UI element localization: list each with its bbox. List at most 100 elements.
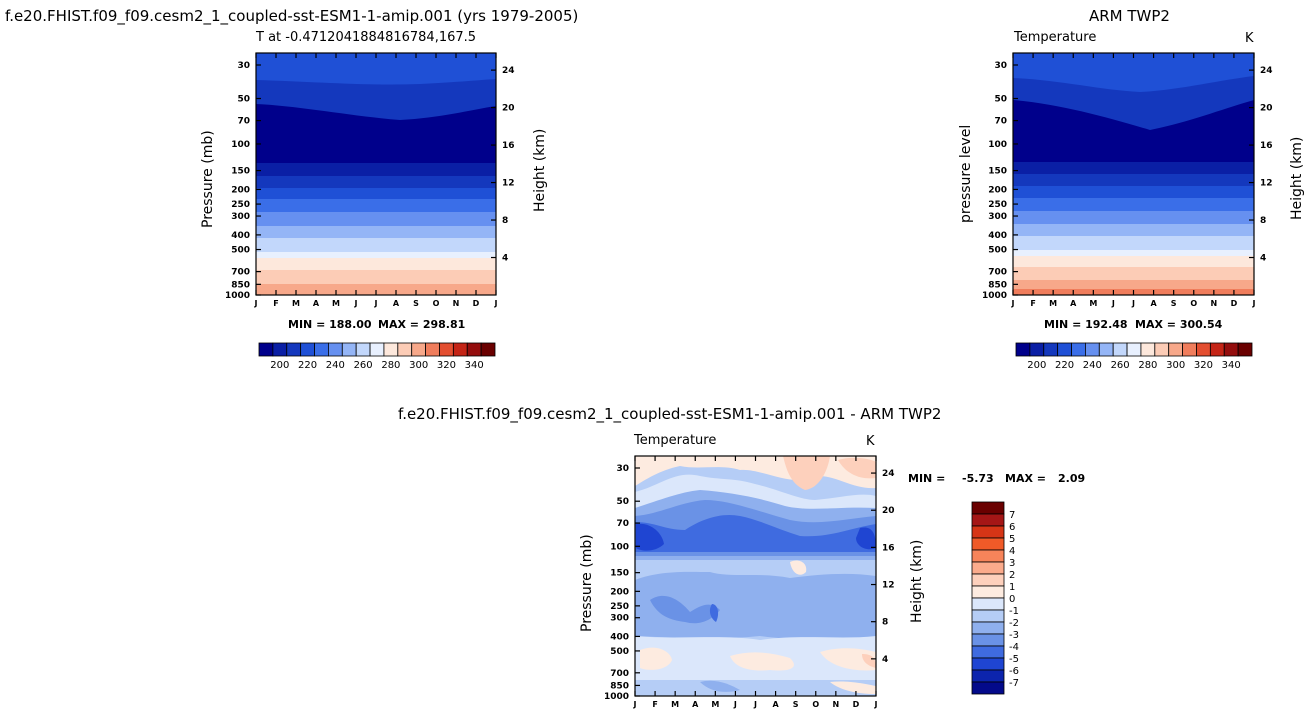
diff-subtitle: Temperature [634,433,717,448]
diff-colorbar-label: -7 [1009,678,1019,689]
diff-colorbar-swatch [971,645,1005,659]
colorbar-swatch [466,342,482,357]
model-ptick-label: 150 [231,167,250,177]
obs-mtick-label: S [1171,299,1177,308]
obs-ptick-label: 500 [988,246,1007,256]
obs-ptick-label: 200 [988,185,1007,195]
diff-ptick-label: 250 [610,602,629,612]
diff-ptick-label: 300 [610,614,629,624]
diff-ptick-label: 500 [610,647,629,657]
diff-colorbar-swatch [971,525,1005,539]
obs-mtick-label: N [1210,299,1217,308]
colorbar-swatch [1057,342,1072,357]
model-mtick-label: N [453,299,460,308]
colorbar-swatch [383,342,399,357]
colorbar-label: 320 [437,360,456,371]
diff-ylabel: Pressure (mb) [579,534,595,632]
model-ptick-label: 500 [231,246,250,256]
diff-mtick-label: N [832,700,839,709]
obs-mtick-label: A [1070,299,1077,308]
diff-ptick-label: 150 [610,569,629,579]
diff-max-value: 2.09 [1058,472,1086,485]
model-ptick-label: 400 [231,231,250,241]
colorbar-swatch [1209,342,1225,357]
obs-htick-label: 4 [1260,254,1266,264]
diff-colorbar-swatch [971,669,1005,683]
diff-mtick-label: F [652,700,657,709]
diff-colorbar-label: -4 [1009,642,1019,653]
diff-colorbar-swatch [971,621,1005,635]
diff-colorbar-swatch [971,597,1005,611]
colorbar-swatch [369,342,385,357]
diff-min-value: -5.73 [962,472,994,485]
diff-ptick-label: 30 [616,464,629,474]
obs-mtick-label: M [1049,299,1057,308]
obs-ptick-label: 50 [994,95,1007,105]
colorbar-label: 200 [1027,360,1046,371]
obs-contour-fill [1013,53,1254,295]
diff-mtick-label: D [853,700,860,709]
colorbar-label: 280 [381,360,400,371]
diff-top-warm-3 [838,457,876,479]
colorbar-swatch [286,342,302,357]
colorbar-swatch [1043,342,1059,357]
obs-mtick-label: F [1030,299,1035,308]
obs-htick-label: 8 [1260,216,1266,226]
colorbar-swatch [480,342,496,357]
diff-colorbar-label: 5 [1009,534,1015,545]
diff-pocket [790,560,807,575]
obs-ptick-label: 400 [988,231,1007,241]
model-mtick-label: A [313,299,320,308]
diff-mtick-label: M [671,700,679,709]
colorbar-label: 300 [409,360,428,371]
obs-htick-label: 20 [1260,104,1273,114]
obs-mtick-label: A [1150,299,1157,308]
colorbar-label: 260 [1111,360,1130,371]
model-mtick-label: D [473,299,480,308]
colorbar-label: 340 [1222,360,1241,371]
colorbar-label: 220 [1055,360,1074,371]
obs-max-label: MAX = 300.54 [1135,318,1223,331]
model-ptick-label: 1000 [225,291,250,301]
diff-htick-label: 8 [882,618,888,628]
obs-ptick-label: 70 [994,117,1007,127]
colorbar-swatch [397,342,413,357]
model-mtick-label: J [494,299,498,308]
diff-colorbar-label: -3 [1009,630,1019,641]
colorbar-swatch [1015,342,1031,357]
model-mtick-label: J [374,299,378,308]
model-ptick-label: 300 [231,212,250,222]
colorbar-swatch [1029,342,1045,357]
diff-colorbar-swatch [971,633,1005,647]
diff-mtick-label: A [692,700,699,709]
model-colorbar: 200 220 240 260 280 300 320 340 [258,342,496,371]
model-htick-label: 16 [502,141,515,151]
colorbar-swatch [1182,342,1197,357]
colorbar-swatch [1071,342,1086,357]
obs-mtick-label: J [1111,299,1115,308]
colorbar-swatch [1223,342,1239,357]
diff-colorbar-swatch [971,573,1005,587]
colorbar-swatch [425,342,440,357]
colorbar-swatch [1085,342,1100,357]
colorbar-swatch [1112,342,1128,357]
obs-plot-title: ARM TWP2 [1089,7,1170,25]
diff-colorbar-swatch [971,585,1005,599]
obs-mtick-label: O [1190,299,1197,308]
model-ptick-label: 250 [231,200,250,210]
diff-units: K [866,434,875,449]
diff-mtick-label: J [874,700,878,709]
colorbar-swatch [314,342,329,357]
model-htick-label: 20 [502,104,515,114]
diff-colorbar-swatch [971,549,1005,563]
model-subtitle: T at -0.4712041884816784,167.5 [256,30,477,45]
model-contour-fill [256,53,496,295]
model-ptick-label: 850 [231,280,250,290]
colorbar-swatch [452,342,468,357]
model-mtick-label: O [433,299,440,308]
diff-warm-blob-3 [820,648,876,671]
